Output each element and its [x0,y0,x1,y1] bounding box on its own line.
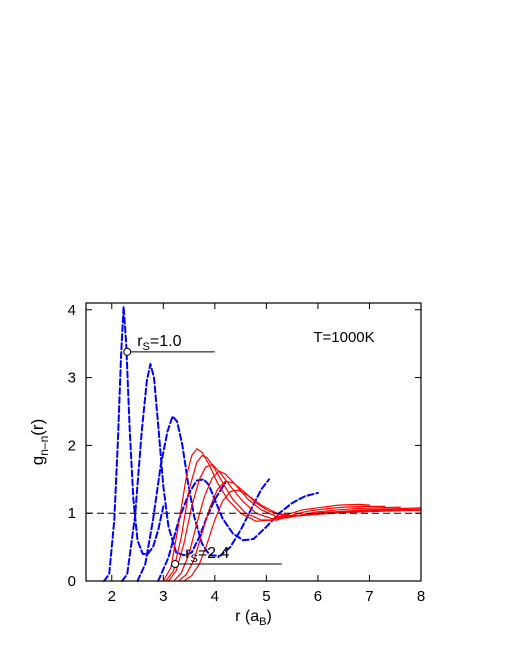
y-tick-label: 2 [68,437,76,454]
dashed-series-3 [157,478,319,582]
x-tick-label: 5 [262,588,270,605]
x-tick-label: 6 [314,588,322,605]
x-axis-label: r (aB) [235,608,272,628]
dashed-series-1 [121,363,227,582]
dashed-series-2 [136,415,270,582]
annotation-label-0: rS=1.0 [137,333,181,353]
annotation-marker [171,560,180,569]
dashed-series-0 [103,305,165,582]
tick-layer: 2 3 4 5 6 7 8 0 1 2 3 4 [68,302,426,605]
solid-series-4 [162,448,371,582]
solid-series-6 [167,463,401,582]
annotation-layer: rS=1.0 rS=2.4 T=1000K [123,329,375,569]
y-axis-label: gn–n(r) [28,419,51,465]
x-tick-label: 4 [211,588,219,605]
series-layer [103,305,422,582]
x-tick-label: 8 [417,588,425,605]
x-tick-label: 7 [365,588,373,605]
temperature-label: T=1000K [313,329,374,346]
axis-label-layer: r (aB) gn–n(r) [28,419,272,628]
y-tick-label: 1 [68,505,76,522]
y-tick-label: 3 [68,370,76,387]
solid-series-7 [173,470,422,582]
x-tick-label: 3 [159,588,167,605]
y-tick-label: 0 [68,573,76,590]
annotation-marker [123,347,132,356]
annotation-label-1: rS=2.4 [185,545,229,565]
plot-frame [85,302,422,582]
solid-series-9 [183,489,422,582]
x-tick-label: 2 [108,588,116,605]
solid-series-8 [178,480,422,582]
solid-series-5 [165,455,386,582]
y-tick-label: 4 [68,302,76,319]
